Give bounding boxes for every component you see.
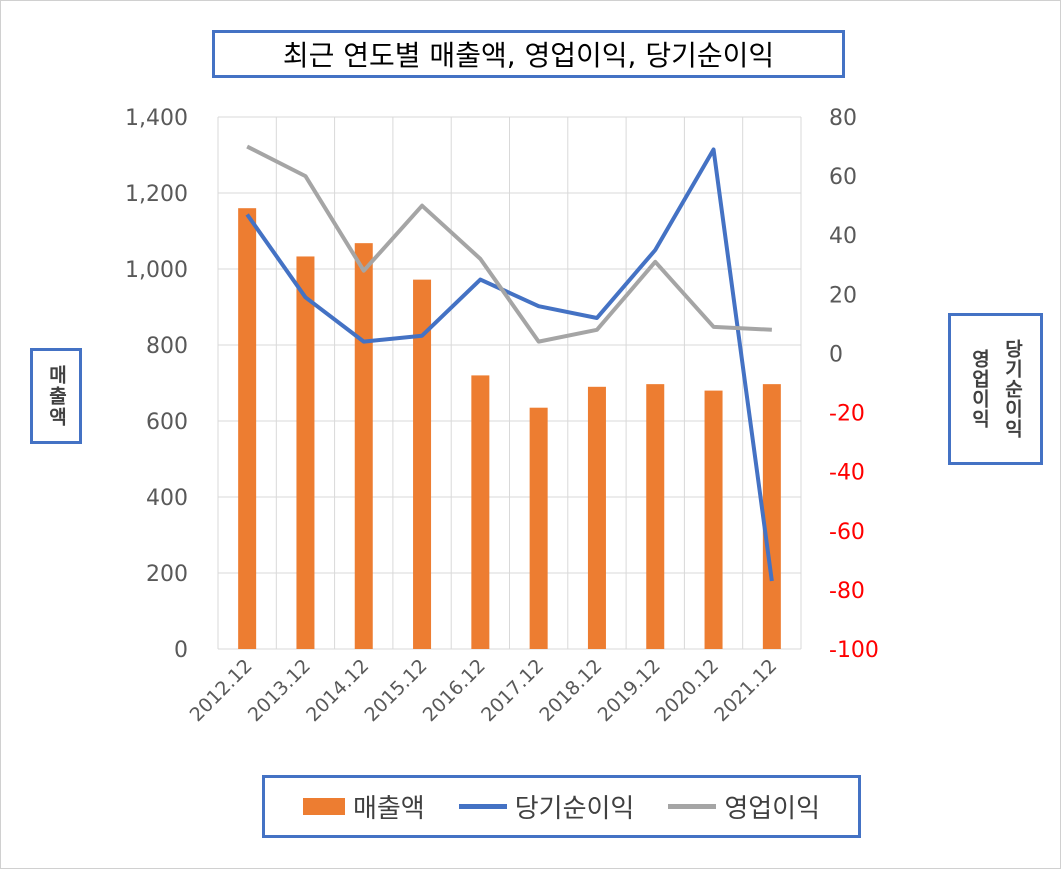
legend-swatch-net-income (458, 804, 507, 809)
x-tick-label: 2014.12 (302, 655, 373, 726)
y-left-tick-label: 1,400 (125, 106, 188, 131)
x-tick-label: 2013.12 (244, 655, 315, 726)
x-tick-label: 2015.12 (360, 655, 431, 726)
x-tick-label: 2018.12 (535, 655, 606, 726)
legend-swatch-operating-income (668, 804, 717, 809)
legend-item-net-income: 당기순이익 (458, 788, 635, 825)
y-right-tick-label: -80 (829, 579, 865, 604)
y-right-tick-label: 60 (829, 165, 857, 190)
y-axis-right-label-operating-income: 영업이익 (968, 349, 991, 429)
x-tick-label: 2016.12 (419, 655, 490, 726)
x-tick-label: 2019.12 (594, 655, 665, 726)
y-right-tick-label: 0 (829, 342, 843, 367)
line-operating-income (246, 144, 772, 344)
y-axis-left-label-text: 매출액 (45, 364, 68, 428)
y-right-tick-label: 20 (829, 283, 857, 308)
y-right-tick-label: -60 (829, 520, 865, 545)
y-left-tick-label: 800 (146, 334, 188, 359)
y-right-tick-label: -20 (829, 402, 865, 427)
legend-label-revenue: 매출액 (352, 794, 425, 824)
bar-revenue (529, 407, 548, 649)
bar-revenue (587, 386, 606, 649)
y-left-tick-label: 400 (146, 486, 188, 511)
y-left-tick-label: 600 (146, 410, 188, 435)
bar-revenue (471, 375, 490, 649)
x-tick-label: 2017.12 (477, 655, 548, 726)
bar-revenue (296, 256, 315, 649)
legend-item-revenue: 매출액 (302, 788, 425, 825)
y-right-tick-label: 80 (829, 106, 857, 131)
line-net-income (245, 147, 774, 582)
y-axis-right-label-net-income: 당기순이익 (1001, 339, 1024, 439)
y-axis-right-label: 당기순이익 영업이익 (948, 313, 1043, 465)
bar-revenue (413, 279, 432, 649)
bar-revenue (646, 384, 665, 649)
legend-label-net-income: 당기순이익 (514, 794, 635, 824)
bar-revenue (704, 390, 723, 649)
y-right-tick-label: -40 (829, 461, 865, 486)
y-left-tick-label: 200 (146, 562, 188, 587)
chart-title-text: 최근 연도별 매출액, 영업이익, 당기순이익 (282, 39, 775, 72)
bar-revenue (354, 243, 373, 649)
y-left-tick-label: 1,200 (125, 182, 188, 207)
x-tick-label: 2020.12 (652, 655, 723, 726)
bar-revenue (762, 384, 781, 649)
legend-label-operating-income: 영업이익 (724, 794, 821, 824)
chart-legend: 매출액 당기순이익 영업이익 (262, 775, 861, 838)
legend-item-operating-income: 영업이익 (668, 788, 820, 825)
x-tick-label: 2012.12 (186, 655, 257, 726)
bar-revenue (238, 208, 257, 649)
y-right-tick-label: 40 (829, 224, 857, 249)
x-tick-label: 2021.12 (710, 655, 781, 726)
y-left-tick-label: 0 (174, 638, 188, 663)
y-axis-left-label: 매출액 (30, 348, 82, 444)
y-left-tick-label: 1,000 (125, 258, 188, 283)
legend-swatch-revenue (302, 798, 345, 815)
chart-title: 최근 연도별 매출액, 영업이익, 당기순이익 (212, 30, 845, 78)
y-right-tick-label: -100 (829, 638, 879, 663)
